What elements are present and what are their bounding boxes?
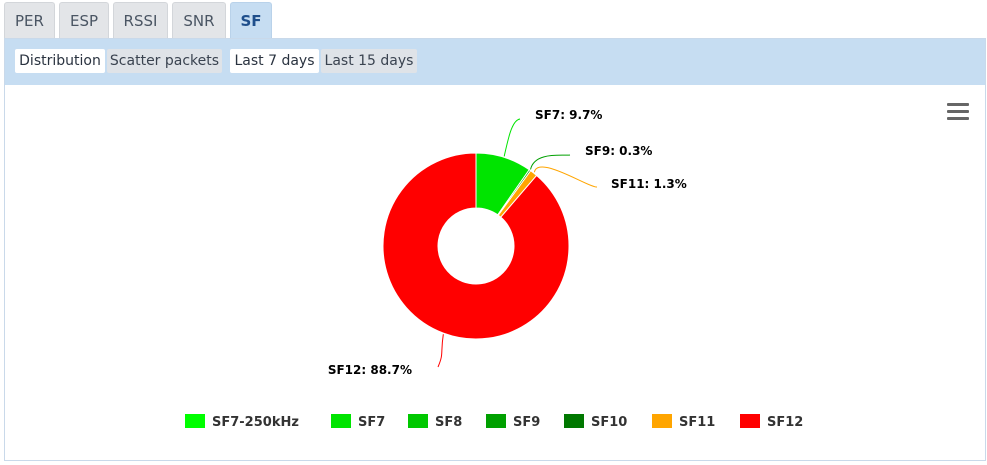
legend-item-sf7-250khz[interactable]: SF7-250kHz xyxy=(185,414,299,430)
legend-label: SF8 xyxy=(435,415,462,430)
legend-swatch xyxy=(408,414,428,428)
last-7-days-button[interactable]: Last 7 days xyxy=(230,49,319,73)
legend-label: SF9 xyxy=(513,415,540,430)
legend-label: SF10 xyxy=(591,415,627,430)
data-label-sf7: SF7: 9.7% xyxy=(535,108,602,122)
legend-label: SF7 xyxy=(358,415,385,430)
legend-swatch xyxy=(331,414,351,428)
legend-swatch xyxy=(486,414,506,428)
connector-sf9 xyxy=(530,154,571,170)
connector-sf12 xyxy=(437,334,444,368)
legend-swatch xyxy=(564,414,584,428)
legend-label: SF12 xyxy=(767,415,803,430)
slice-sf12[interactable] xyxy=(382,152,570,340)
connector-sf7 xyxy=(503,118,521,157)
tab-sf[interactable]: SF xyxy=(230,2,272,38)
tab-rssi[interactable]: RSSI xyxy=(113,2,168,38)
chart-panel: Distribution Scatter packets Last 7 days… xyxy=(4,38,986,461)
legend-item-sf8[interactable]: SF8 xyxy=(408,414,462,430)
data-label-sf12: SF12: 88.7% xyxy=(328,363,412,377)
tab-per[interactable]: PER xyxy=(4,2,55,38)
chart-options-bar: Distribution Scatter packets Last 7 days… xyxy=(5,39,985,85)
data-label-sf9: SF9: 0.3% xyxy=(585,144,652,158)
data-label-sf11: SF11: 1.3% xyxy=(611,177,687,191)
legend-label: SF11 xyxy=(679,415,715,430)
legend-item-sf11[interactable]: SF11 xyxy=(652,414,715,430)
distribution-button[interactable]: Distribution xyxy=(15,49,105,73)
legend-item-sf9[interactable]: SF9 xyxy=(486,414,540,430)
legend-swatch xyxy=(652,414,672,428)
hamburger-menu-icon[interactable] xyxy=(947,103,969,121)
legend-label: SF7-250kHz xyxy=(212,415,299,430)
legend-swatch xyxy=(185,414,205,428)
donut-chart: SF7: 9.7% SF9: 0.3% SF11: 1.3% SF12: 88.7% S… xyxy=(185,108,803,430)
legend-swatch xyxy=(740,414,760,428)
connector-sf11 xyxy=(533,166,598,188)
tab-snr[interactable]: SNR xyxy=(172,2,226,38)
tab-bar: PER ESP RSSI SNR SF xyxy=(4,2,272,38)
chart-area: SF7: 9.7% SF9: 0.3% SF11: 1.3% SF12: 88.7% S… xyxy=(5,85,985,462)
scatter-packets-button[interactable]: Scatter packets xyxy=(107,49,222,73)
legend-item-sf7[interactable]: SF7 xyxy=(331,414,385,430)
legend-item-sf10[interactable]: SF10 xyxy=(564,414,627,430)
tab-esp[interactable]: ESP xyxy=(59,2,109,38)
last-15-days-button[interactable]: Last 15 days xyxy=(321,49,417,73)
legend-item-sf12[interactable]: SF12 xyxy=(740,414,803,430)
